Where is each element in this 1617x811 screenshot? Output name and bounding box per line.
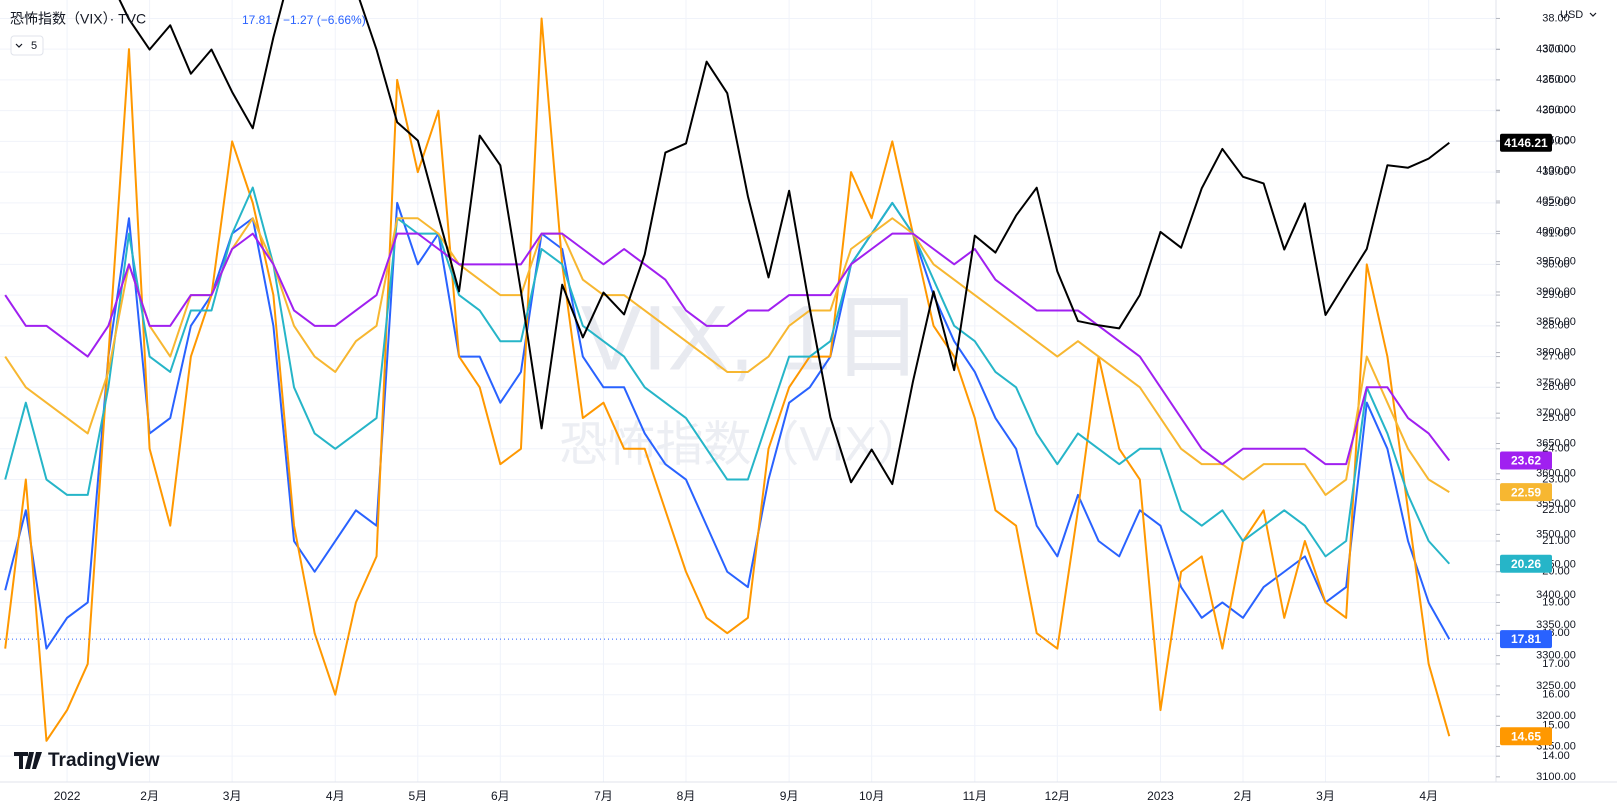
x-tick-label: 2022 bbox=[54, 789, 81, 803]
x-tick-label: 2月 bbox=[140, 789, 159, 803]
last-value-label: 22.59 bbox=[1511, 485, 1541, 499]
x-tick-label: 2023 bbox=[1147, 789, 1174, 803]
x-tick-label: 7月 bbox=[594, 789, 613, 803]
y-tick-label: 21.00 bbox=[1542, 535, 1570, 547]
y2-tick-label: 3950.00 bbox=[1536, 256, 1576, 268]
chart-title[interactable]: 恐怖指数（VIX）· TVC bbox=[10, 11, 146, 27]
plot-area bbox=[0, 0, 1496, 742]
y-tick-label: 35.00 bbox=[1542, 105, 1570, 117]
y2-tick-label: 3750.00 bbox=[1536, 377, 1576, 389]
y-tick-label: 16.00 bbox=[1542, 689, 1570, 701]
last-value-badge bbox=[1500, 451, 1552, 470]
y-tick-label: 38.00 bbox=[1542, 12, 1570, 24]
last-value-label: 14.65 bbox=[1511, 729, 1541, 743]
y2-tick-label: 4250.00 bbox=[1536, 74, 1576, 86]
y-tick-label: 14.00 bbox=[1542, 750, 1570, 762]
series-line bbox=[4, 232, 1451, 466]
logo-icon bbox=[14, 752, 42, 769]
last-value-label: 17.81 bbox=[1511, 632, 1541, 646]
x-tick-label: 9月 bbox=[780, 789, 799, 803]
last-value-badge bbox=[1500, 630, 1552, 649]
y2-tick-label: 3850.00 bbox=[1536, 316, 1576, 328]
y2-tick-label: 3250.00 bbox=[1536, 680, 1576, 692]
y-tick-label: 28.00 bbox=[1542, 320, 1570, 332]
x-tick-label: 4月 bbox=[1419, 789, 1438, 803]
y-tick-label: 33.00 bbox=[1542, 166, 1570, 178]
y2-tick-label: 4300.00 bbox=[1536, 43, 1576, 55]
x-tick-label: 3月 bbox=[1316, 789, 1335, 803]
y2-tick-label: 3900.00 bbox=[1536, 286, 1576, 298]
y-tick-label: 36.00 bbox=[1542, 74, 1570, 86]
x-tick-label: 12月 bbox=[1045, 789, 1070, 803]
y2-tick-label: 4000.00 bbox=[1536, 225, 1576, 237]
y2-tick-label: 3600.00 bbox=[1536, 468, 1576, 480]
y-tick-label: 32.00 bbox=[1542, 197, 1570, 209]
y2-tick-label: 4050.00 bbox=[1536, 195, 1576, 207]
y-tick-label: 19.00 bbox=[1542, 596, 1570, 608]
last-value-badge bbox=[1500, 554, 1552, 573]
y2-tick-label: 4100.00 bbox=[1536, 165, 1576, 177]
last-value-badge bbox=[1500, 133, 1552, 152]
series-line bbox=[4, 217, 1450, 496]
x-tick-label: 2月 bbox=[1234, 789, 1253, 803]
x-tick-label: 5月 bbox=[408, 789, 427, 803]
indicator-count: 5 bbox=[31, 40, 37, 52]
x-tick-label: 4月 bbox=[326, 789, 345, 803]
x-tick-label: 10月 bbox=[859, 789, 884, 803]
y-tick-label: 37.00 bbox=[1542, 43, 1570, 55]
y2-tick-label: 3350.00 bbox=[1536, 619, 1576, 631]
y-tick-label: 30.00 bbox=[1542, 258, 1570, 270]
y-tick-label: 23.00 bbox=[1542, 473, 1570, 485]
y-tick-label: 22.00 bbox=[1542, 504, 1570, 516]
axes: 14.0015.0016.0017.0018.0019.0020.0021.00… bbox=[54, 12, 1576, 803]
y2-tick-label: 3800.00 bbox=[1536, 346, 1576, 358]
chevron-icon bbox=[1589, 12, 1597, 17]
last-value-label: 4146.21 bbox=[1504, 136, 1548, 150]
last-value-label: 23.62 bbox=[1511, 454, 1541, 468]
y2-tick-label: 3400.00 bbox=[1536, 589, 1576, 601]
indicator-toggle[interactable] bbox=[10, 35, 44, 56]
y2-tick-label: 3650.00 bbox=[1536, 437, 1576, 449]
last-value-badge bbox=[1500, 727, 1552, 746]
y-tick-label: 29.00 bbox=[1542, 289, 1570, 301]
y2-tick-label: 3300.00 bbox=[1536, 650, 1576, 662]
chevron-icon bbox=[15, 43, 23, 48]
y-tick-label: 25.00 bbox=[1542, 412, 1570, 424]
last-value-badge bbox=[1500, 483, 1552, 502]
price-change: −1.27 (−6.66%) bbox=[283, 13, 366, 27]
x-tick-label: 11月 bbox=[963, 789, 987, 803]
series-line bbox=[4, 201, 1451, 650]
y-tick-label: 26.00 bbox=[1542, 381, 1570, 393]
y-tick-label: 27.00 bbox=[1542, 350, 1570, 362]
watermark: VIX, 1日 bbox=[581, 287, 924, 389]
time-axis bbox=[0, 782, 1496, 811]
brand[interactable]: TradingView bbox=[48, 750, 160, 771]
y-tick-label: 17.00 bbox=[1542, 658, 1570, 670]
y2-tick-label: 3200.00 bbox=[1536, 710, 1576, 722]
y2-tick-label: 3500.00 bbox=[1536, 528, 1576, 540]
x-tick-label: 6月 bbox=[491, 789, 510, 803]
last-price: 17.81 bbox=[242, 13, 272, 27]
series-line bbox=[118, 0, 1450, 486]
series-line bbox=[4, 17, 1451, 742]
series-line bbox=[4, 186, 1451, 565]
y2-tick-label: 3100.00 bbox=[1536, 771, 1576, 783]
y-tick-label: 31.00 bbox=[1542, 228, 1570, 240]
y2-tick-label: 4200.00 bbox=[1536, 104, 1576, 116]
x-tick-label: 3月 bbox=[223, 789, 242, 803]
x-tick-label: 8月 bbox=[677, 789, 696, 803]
last-value-label: 20.26 bbox=[1511, 557, 1541, 571]
currency[interactable]: USD bbox=[1560, 9, 1583, 21]
y2-tick-label: 3700.00 bbox=[1536, 407, 1576, 419]
